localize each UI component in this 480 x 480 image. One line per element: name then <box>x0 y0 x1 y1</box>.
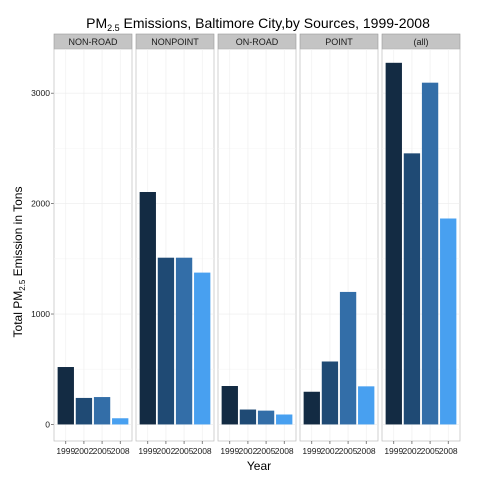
facet-strip-label: POINT <box>325 37 353 47</box>
x-tick-label: 2008 <box>275 446 294 456</box>
chart-title-base: PM <box>86 15 107 31</box>
bar <box>221 386 238 425</box>
x-tick-label: 2005 <box>421 446 440 456</box>
bar <box>321 361 339 425</box>
x-tick-label: 2005 <box>175 446 194 456</box>
y-tick-label: 1000 <box>31 309 50 319</box>
bar <box>57 367 74 425</box>
bar <box>358 386 375 425</box>
bar <box>385 62 402 425</box>
chart-title: PM2.5 Emissions, Baltimore City,by Sourc… <box>86 15 430 33</box>
x-tick-label: 2008 <box>439 446 458 456</box>
x-tick-label: 2008 <box>357 446 376 456</box>
chart-title-rest: Emissions, Baltimore City,by Sources, 19… <box>120 15 430 31</box>
bar <box>175 257 193 425</box>
y-axis-title: Total PM2.5 Emission in Tons <box>11 187 27 338</box>
facet-strip-label: NON-ROAD <box>69 37 118 47</box>
x-tick-label: 2005 <box>339 446 358 456</box>
bar <box>339 291 357 425</box>
x-tick-label: 1999 <box>302 446 321 456</box>
y-tick-label: 0 <box>45 419 50 429</box>
facet-strip-label: NONPOINT <box>151 37 199 47</box>
x-tick-label: 1999 <box>138 446 157 456</box>
x-tick-label: 2002 <box>74 446 93 456</box>
bar <box>239 409 257 425</box>
x-tick-label: 1999 <box>56 446 75 456</box>
facet-panel <box>217 48 297 442</box>
bar <box>194 272 211 425</box>
chart-title-subscript: 2.5 <box>107 23 120 33</box>
bar <box>93 397 111 425</box>
bar <box>257 410 275 425</box>
x-tick-label: 2005 <box>93 446 112 456</box>
bar <box>112 418 129 425</box>
facet-strip-label: ON-ROAD <box>236 37 279 47</box>
x-tick-label: 2008 <box>193 446 212 456</box>
x-tick-label: 2005 <box>257 446 276 456</box>
bar <box>75 397 93 425</box>
bar <box>403 153 421 425</box>
x-tick-label: 1999 <box>220 446 239 456</box>
bar <box>421 82 439 425</box>
x-tick-label: 1999 <box>384 446 403 456</box>
y-tick-label: 2000 <box>31 199 50 209</box>
bar <box>157 257 175 425</box>
y-axis-title-base: Total PM <box>11 291 25 338</box>
bar <box>139 191 156 425</box>
x-tick-label: 2002 <box>238 446 257 456</box>
facet-strip-label: (all) <box>414 37 429 47</box>
x-tick-label: 2002 <box>156 446 175 456</box>
x-tick-label: 2008 <box>111 446 130 456</box>
y-axis-title-rest: Emission in Tons <box>11 187 25 280</box>
bar <box>276 414 293 425</box>
y-axis-title-subscript: 2.5 <box>18 279 27 291</box>
y-tick-label: 3000 <box>31 88 50 98</box>
x-tick-label: 2002 <box>402 446 421 456</box>
bar <box>303 391 320 425</box>
x-tick-label: 2002 <box>320 446 339 456</box>
bar <box>440 218 457 425</box>
x-axis-title: Year <box>247 459 271 473</box>
facet-panel <box>299 48 379 442</box>
